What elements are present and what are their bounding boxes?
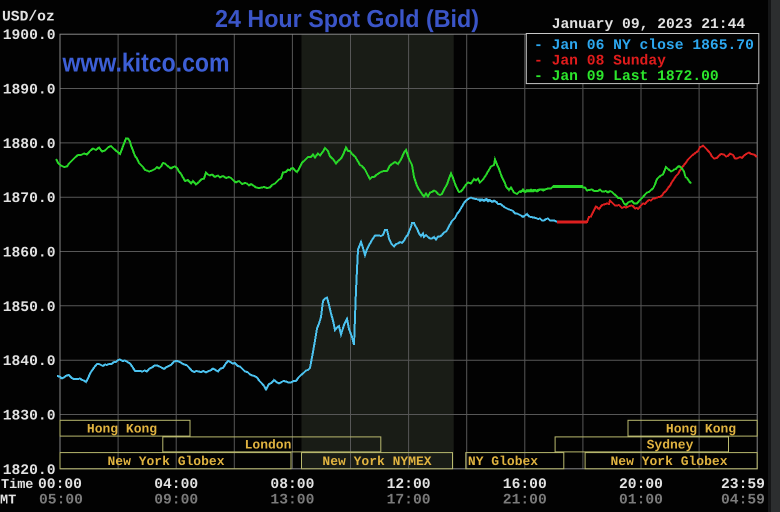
svg-text:1820.0: 1820.0 (3, 463, 56, 479)
svg-text:- Jan 09 Last 1872.00: - Jan 09 Last 1872.00 (534, 69, 719, 85)
svg-text:17:00: 17:00 (387, 492, 431, 508)
svg-text:www.kitco.com: www.kitco.com (62, 48, 230, 78)
svg-text:1900.0: 1900.0 (3, 28, 56, 44)
svg-text:New York Globex: New York Globex (107, 454, 224, 469)
svg-text:09:00: 09:00 (154, 492, 198, 508)
svg-text:Time: Time (1, 478, 33, 493)
svg-text:- Jan 06 NY close 1865.70: - Jan 06 NY close 1865.70 (534, 38, 754, 54)
svg-text:1880.0: 1880.0 (3, 137, 56, 153)
svg-text:1830.0: 1830.0 (3, 409, 56, 425)
svg-text:- Jan 08 Sunday: - Jan 08 Sunday (534, 53, 666, 69)
svg-text:00:00: 00:00 (38, 477, 82, 493)
svg-text:16:00: 16:00 (503, 477, 547, 493)
svg-text:January 09, 2023 21:44: January 09, 2023 21:44 (552, 17, 746, 33)
svg-text:1860.0: 1860.0 (3, 246, 56, 262)
svg-text:12:00: 12:00 (387, 477, 431, 493)
svg-text:20:00: 20:00 (619, 477, 663, 493)
svg-text:1840.0: 1840.0 (3, 354, 56, 370)
svg-text:Hong Kong: Hong Kong (87, 422, 157, 437)
svg-text:Hong Kong: Hong Kong (666, 422, 736, 437)
svg-text:05:00: 05:00 (39, 492, 83, 508)
svg-text:24 Hour Spot Gold (Bid): 24 Hour Spot Gold (Bid) (215, 6, 479, 33)
svg-text:London: London (245, 438, 292, 453)
svg-text:01:00: 01:00 (619, 492, 663, 508)
svg-text:USD/oz: USD/oz (2, 9, 55, 25)
svg-text:21:00: 21:00 (503, 492, 547, 508)
svg-text:23:59: 23:59 (721, 477, 765, 493)
svg-text:1890.0: 1890.0 (3, 83, 56, 99)
svg-text:04:00: 04:00 (154, 477, 198, 493)
svg-text:New York NYMEX: New York NYMEX (322, 454, 431, 469)
svg-text:NY Globex: NY Globex (468, 454, 538, 469)
svg-text:Sydney: Sydney (647, 438, 694, 453)
svg-text:04:59: 04:59 (721, 492, 765, 508)
svg-text:1850.0: 1850.0 (3, 300, 56, 316)
svg-text:1870.0: 1870.0 (3, 191, 56, 207)
svg-text:08:00: 08:00 (270, 477, 314, 493)
svg-text:13:00: 13:00 (270, 492, 314, 508)
svg-text:MT: MT (0, 493, 16, 508)
svg-text:New York Globex: New York Globex (610, 454, 727, 469)
